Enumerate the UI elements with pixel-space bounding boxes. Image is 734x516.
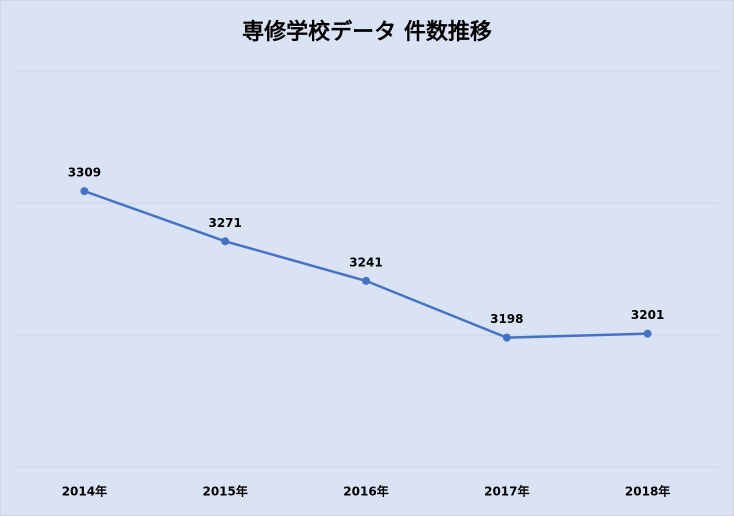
- data-label: 3198: [490, 312, 523, 326]
- data-label: 3309: [68, 166, 101, 180]
- x-tick-label: 2017年: [484, 484, 529, 499]
- x-tick-label: 2014年: [62, 484, 107, 499]
- data-label: 3271: [208, 216, 241, 230]
- x-tick-label: 2016年: [343, 484, 388, 499]
- data-label: 3201: [631, 308, 664, 322]
- x-tick-label: 2015年: [202, 484, 247, 499]
- point: [80, 187, 89, 196]
- point: [643, 329, 652, 338]
- point: [362, 276, 370, 285]
- chart-title: 専修学校データ 件数推移: [242, 19, 492, 45]
- point: [221, 237, 230, 246]
- data-label: 3241: [349, 255, 382, 269]
- x-tick-label: 2018年: [625, 484, 670, 499]
- point: [502, 333, 511, 342]
